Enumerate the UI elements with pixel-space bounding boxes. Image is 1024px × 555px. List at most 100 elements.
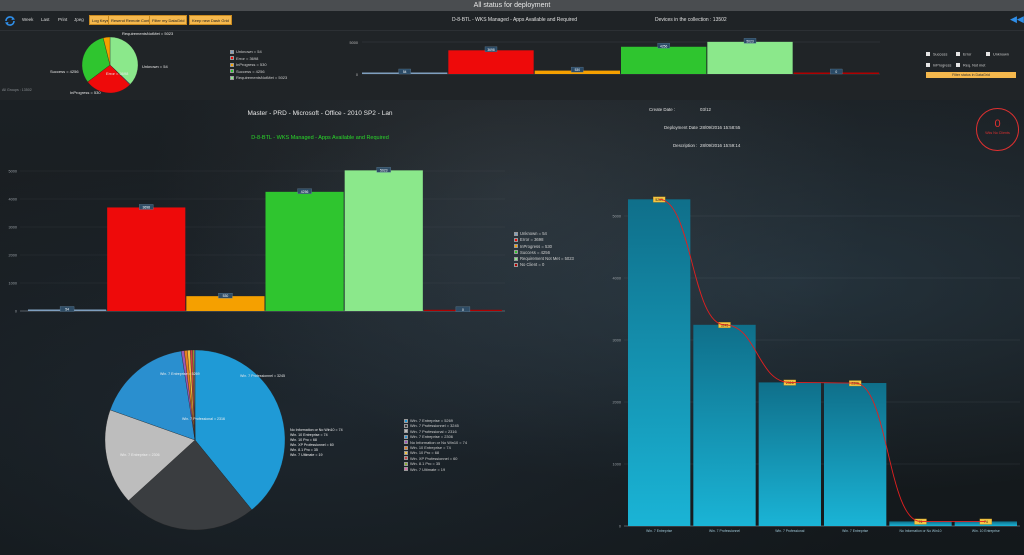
tick-label: 2000: [9, 254, 17, 258]
checkbox-icon[interactable]: [956, 63, 960, 67]
legend-item: Win. 7 Professional = 2316: [404, 429, 467, 434]
data-label: 530: [575, 68, 581, 72]
data-label: 530: [223, 294, 229, 298]
keep-new-dash-grid-button[interactable]: Keep new Dash Grid: [189, 15, 232, 25]
legend-item: Win. 10 Entreprise = 74: [404, 445, 467, 450]
checkbox-icon[interactable]: [926, 52, 930, 56]
legend-item: No Client = 0: [514, 262, 574, 268]
category-label: Win. 7 Professionnel: [709, 529, 740, 533]
checkbox-success[interactable]: Success: [926, 52, 947, 57]
bar: [265, 191, 344, 311]
filter-datagrid-button[interactable]: Filter my DataGrid: [149, 15, 188, 25]
pie-label: Win. 8.1 Pro = 35: [290, 448, 318, 452]
no-clients-badge: 0 Wks No Clients: [976, 108, 1019, 151]
pie-label: InProgress = 530: [70, 90, 101, 95]
data-label: 54: [403, 70, 407, 74]
pie-slice: [194, 349, 286, 511]
pie-slice: [128, 439, 253, 531]
checkbox-unknown[interactable]: Unknown: [986, 52, 1009, 57]
bar: [186, 296, 265, 311]
last-link[interactable]: Last: [41, 17, 50, 22]
os-pie-chart: Win. 7 Entreprise = 5269 Win. 7 Professio…: [104, 349, 343, 531]
pie-label: Win. 10 Entreprise = 74: [290, 433, 328, 437]
print-link[interactable]: Print: [58, 17, 68, 22]
window-title: All status for deployment: [473, 2, 551, 9]
os-legend: Win. 7 Entreprise = 5269 Win. 7 Professio…: [404, 418, 467, 472]
legend-item: Win. XP Professionnel = 60: [404, 456, 467, 461]
data-label-box: [376, 167, 391, 173]
legend-item: Win. 7 Professionnel = 3245: [404, 423, 467, 428]
legend-label: Win. 10 Pro = 68: [410, 450, 440, 456]
tick-label: 5000: [9, 170, 17, 174]
legend-swatch: [404, 467, 408, 472]
legend-swatch: [514, 256, 518, 261]
category-label: Win. 7 Entreprise: [842, 529, 868, 533]
data-label: 0: [835, 70, 837, 74]
description-value: 28/09/2016 15:59:14: [700, 143, 741, 148]
pie-label: RequirementsNotMet = 5023: [122, 31, 174, 36]
data-label-box: [398, 68, 411, 75]
bar: [621, 46, 707, 74]
legend-swatch: [404, 450, 408, 455]
data-label-box: [455, 306, 471, 312]
legend-item: Requirement Not Met = 5023: [514, 256, 574, 262]
pie-label: Error = 3698: [106, 71, 129, 76]
legend-item: Unknown = 54: [514, 231, 574, 237]
legend-item: Win. 8.1 Pro = 35: [404, 461, 467, 466]
data-label: 4256: [660, 44, 668, 48]
data-label: 5269: [655, 198, 663, 202]
legend-item: Win. 7 Entreprise = 5269: [404, 418, 467, 423]
checkbox-inprogress[interactable]: InProgress: [926, 63, 951, 68]
checkbox-icon[interactable]: [956, 52, 960, 56]
data-label-box: [830, 68, 843, 75]
checkbox-label: Unknown: [993, 52, 1009, 57]
legend-label: Error = 3698: [236, 55, 259, 61]
tick-label: 5000: [613, 215, 621, 219]
pie-label: No Information or No Win10 = 74: [290, 428, 343, 432]
legend-label: RequirementsNotMet = 5023: [236, 75, 288, 80]
status-legend: Unknown = 54 Error = 3698 InProgress = 5…: [514, 231, 574, 269]
no-clients-count: 0: [994, 118, 1001, 130]
data-label-box: [139, 204, 154, 210]
legend-swatch: [230, 75, 234, 80]
data-label-box: [484, 46, 498, 52]
tick-label: 4000: [9, 198, 17, 202]
legend-swatch: [404, 434, 408, 439]
data-label: 3698: [487, 48, 495, 52]
legend-swatch: [514, 237, 518, 242]
legend-label: Unknown = 54: [236, 49, 262, 54]
legend-label: Success = 4256: [520, 249, 550, 255]
legend-label: Requirement Not Met = 5023: [520, 256, 574, 262]
top-status-legend: Unknown = 54 Error = 3698 InProgress = 5…: [230, 49, 287, 82]
legend-label: No Client = 0: [520, 262, 545, 268]
top-status-bar-chart: 5000 0 54 3698 530 4256 5023 0: [350, 38, 880, 77]
collapse-icon[interactable]: ◀◀: [1010, 14, 1024, 24]
checkbox-label: Req. Not met: [963, 63, 986, 68]
data-label: 5023: [380, 168, 388, 172]
tick-label: 2000: [613, 401, 621, 405]
jpeg-link[interactable]: Jpeg: [74, 17, 84, 22]
data-label-box: [218, 293, 233, 299]
category-label: Win. 7 Professional: [775, 529, 804, 533]
legend-label: Win. 7 Professional = 2316: [410, 428, 457, 434]
bar: [628, 199, 691, 526]
legend-swatch: [404, 445, 408, 450]
week-link[interactable]: Week: [22, 17, 34, 22]
window-titlebar: All status for deployment: [0, 0, 1024, 11]
checkbox-icon[interactable]: [926, 63, 930, 67]
top-pie-footer: All Groups : 13502: [2, 88, 32, 92]
filter-status-button[interactable]: Filter status in DataGrid: [926, 72, 1016, 78]
bar: [707, 41, 793, 74]
data-label: 2316: [786, 381, 794, 385]
pie-slice: [87, 64, 131, 94]
checkbox-error[interactable]: Error: [956, 52, 971, 57]
legend-label: Win. 7 Entreprise = 5269: [410, 418, 453, 423]
refresh-icon[interactable]: [4, 15, 16, 27]
bar: [758, 382, 821, 526]
bar: [824, 383, 887, 526]
checkbox-req-not-met[interactable]: Req. Not met: [956, 63, 985, 68]
no-clients-label: Wks No Clients: [985, 131, 1010, 135]
data-label: 54: [65, 307, 69, 311]
data-label-box: [571, 66, 584, 73]
checkbox-icon[interactable]: [986, 52, 990, 56]
